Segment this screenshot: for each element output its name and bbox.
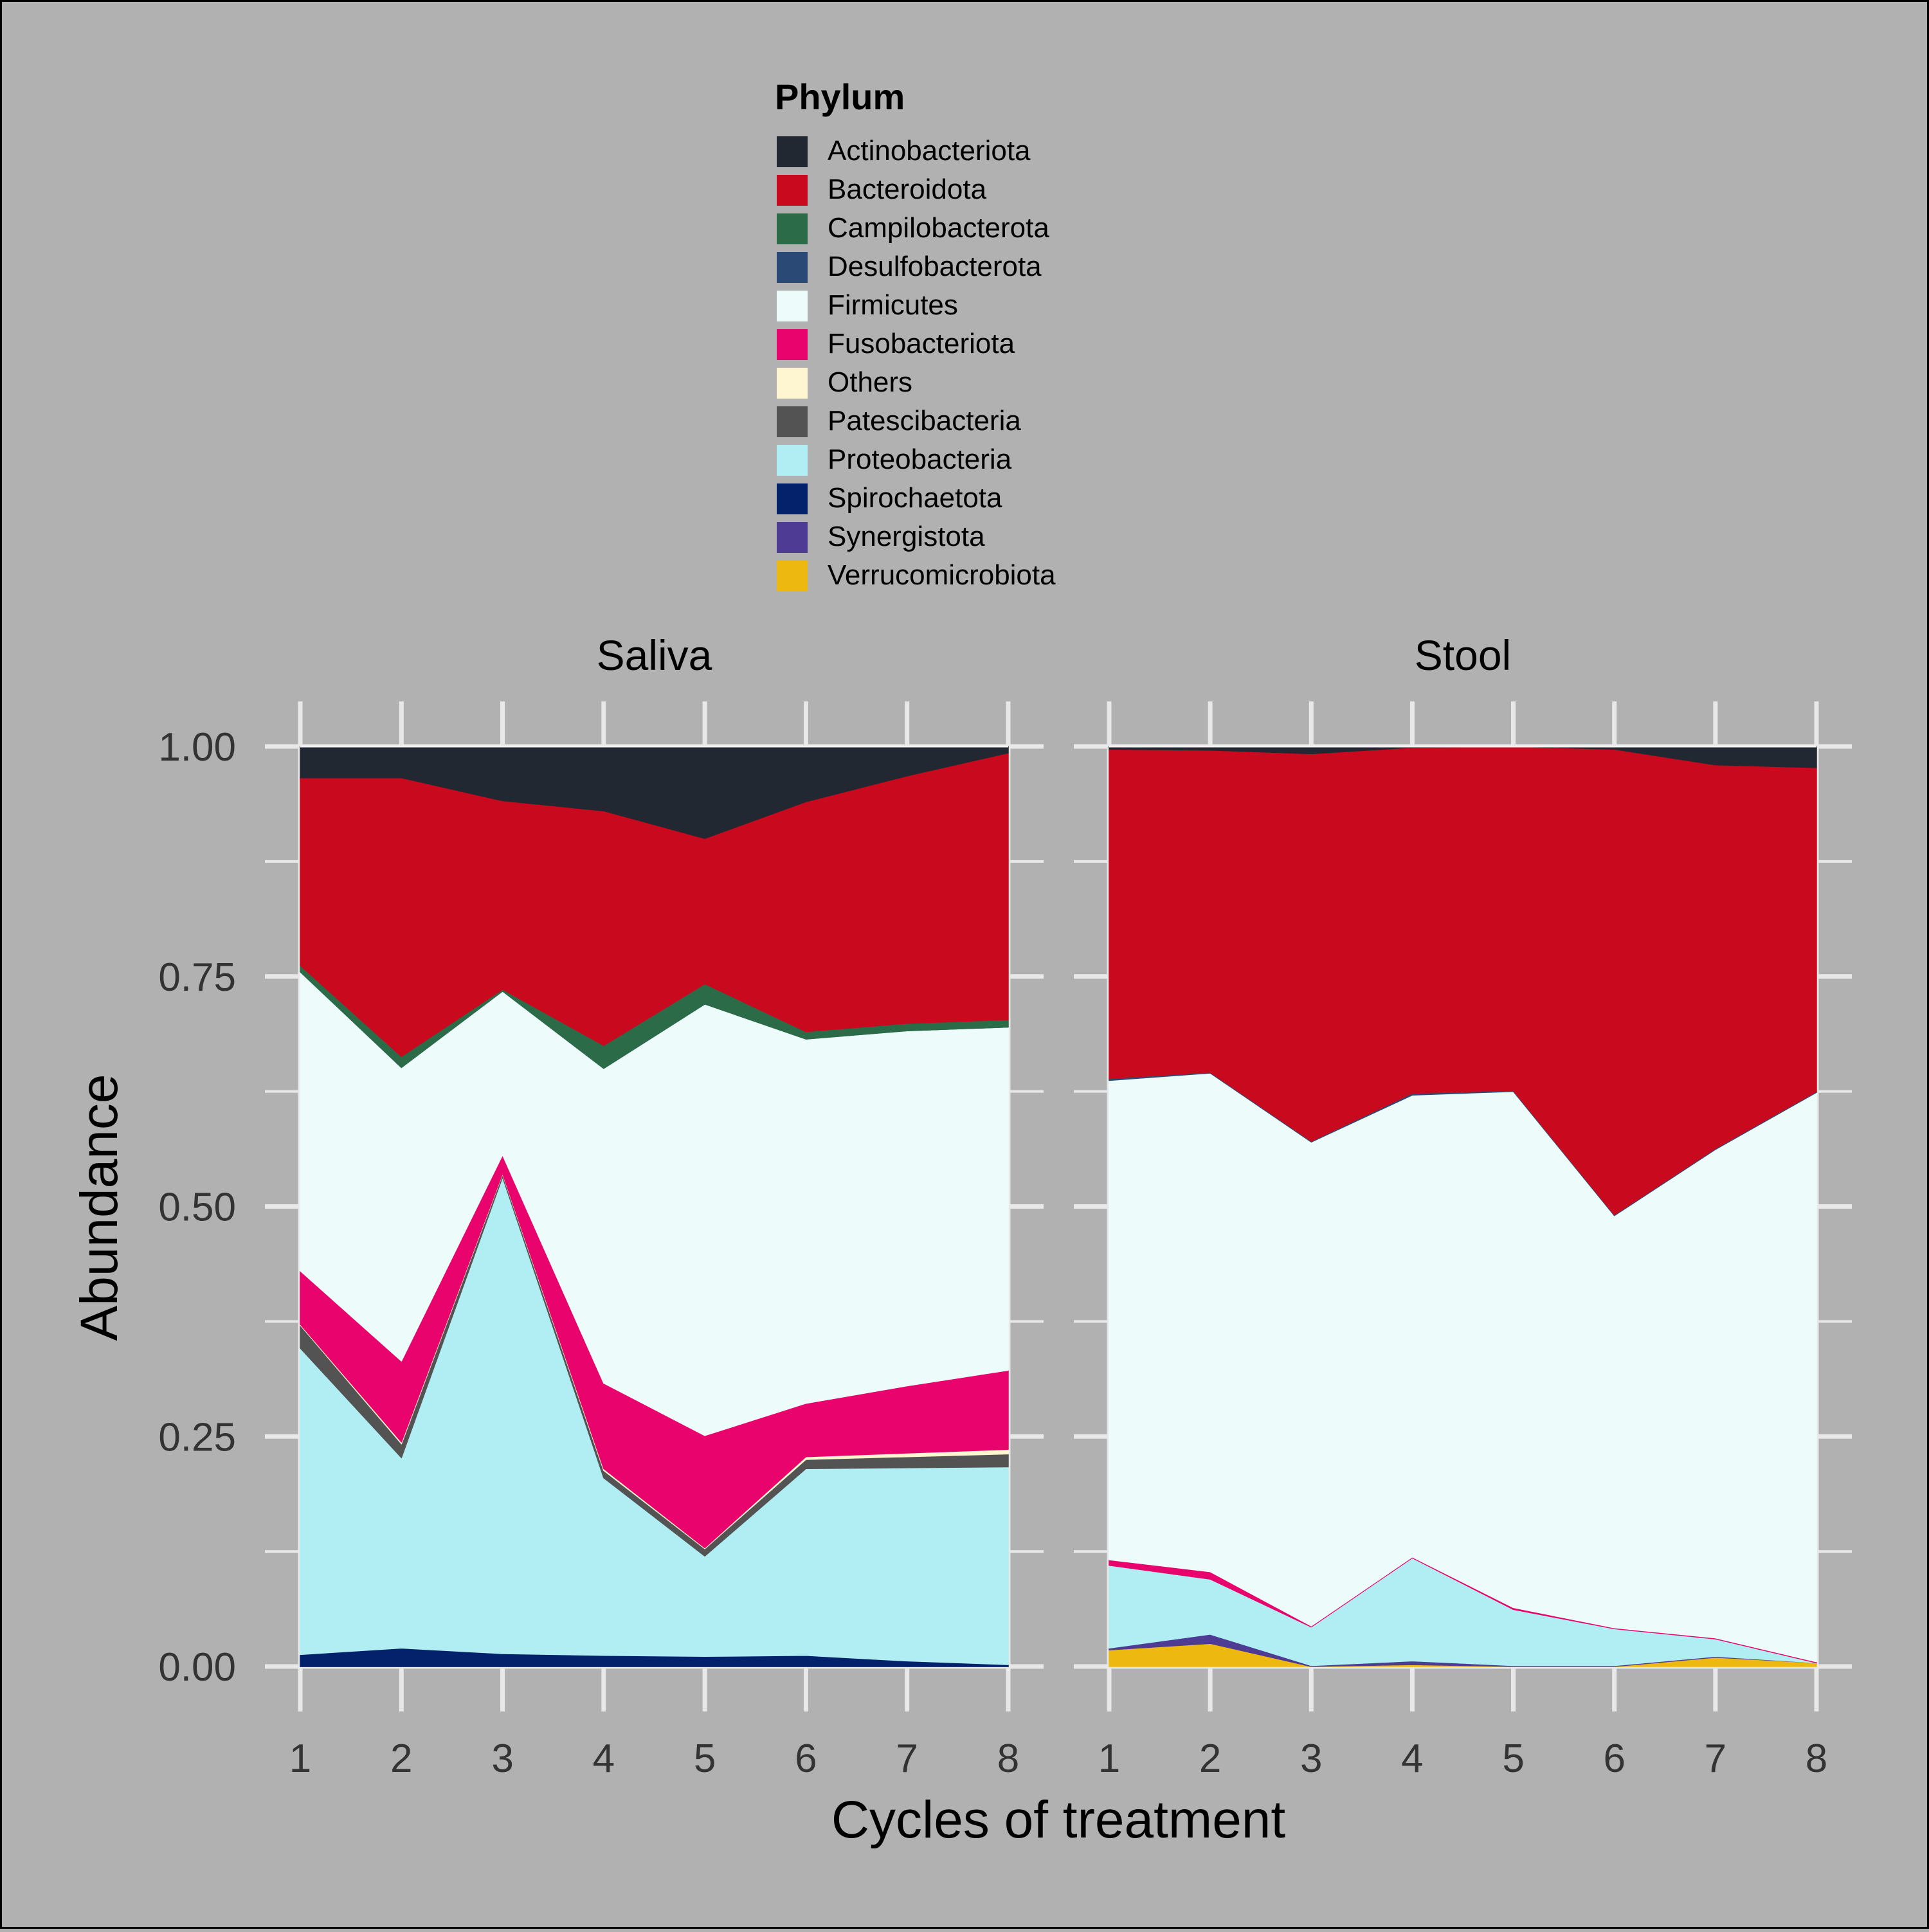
- x-tick-label: 6: [795, 1737, 817, 1781]
- x-tick-label: 1: [1098, 1737, 1120, 1781]
- y-tick-label: 0.25: [158, 1415, 236, 1459]
- x-tick-label: 2: [1199, 1737, 1221, 1781]
- y-tick-label: 0.50: [158, 1186, 236, 1230]
- x-tick-label: 6: [1603, 1737, 1625, 1781]
- x-tick-label: 5: [1502, 1737, 1524, 1781]
- legend-swatch: [777, 483, 808, 514]
- legend-swatch: [777, 213, 808, 244]
- legend-swatch: [777, 329, 808, 360]
- legend-item: Bacteroidota: [777, 174, 987, 206]
- x-tick-label: 7: [1705, 1737, 1726, 1781]
- legend-swatch: [777, 136, 808, 167]
- legend-label: Spirochaetota: [828, 482, 1002, 514]
- legend-item: Patescibacteria: [777, 405, 1021, 437]
- legend-label: Proteobacteria: [828, 444, 1012, 475]
- legend-swatch: [777, 561, 808, 591]
- legend-item: Fusobacteriota: [777, 328, 1015, 360]
- facet-panels: Saliva 1 2 3 4 5 6 7 8 0.00 0.25 0.50 0.75 1.00 Stool 1…: [158, 631, 1852, 1781]
- legend-label: Synergistota: [828, 521, 985, 552]
- area-series: [1109, 746, 1817, 1667]
- legend-swatch: [777, 445, 808, 476]
- x-tick-label: 7: [896, 1737, 918, 1781]
- legend-swatch: [777, 406, 808, 437]
- legend-item: Verrucomicrobiota: [777, 559, 1056, 591]
- x-tick-label: 8: [997, 1737, 1019, 1781]
- x-axis-label: Cycles of treatment: [831, 1791, 1286, 1849]
- legend-label: Verrucomicrobiota: [828, 559, 1056, 591]
- legend-title: Phylum: [775, 77, 905, 117]
- legend-item: Actinobacteriota: [777, 135, 1031, 167]
- area-series: [300, 746, 1009, 1667]
- x-tick-label: 5: [694, 1737, 716, 1781]
- x-tick-label: 2: [390, 1737, 412, 1781]
- legend-label: Actinobacteriota: [828, 135, 1031, 167]
- legend-item: Proteobacteria: [777, 444, 1012, 476]
- x-tick-label: 4: [593, 1737, 615, 1781]
- y-tick-label: 0.00: [158, 1645, 236, 1690]
- legend-swatch: [777, 522, 808, 553]
- legend-swatch: [777, 291, 808, 321]
- legend-label: Others: [828, 366, 912, 398]
- legend: Phylum Actinobacteriota Bacteroidota Campi…: [775, 77, 1056, 591]
- legend-item: Others: [777, 366, 912, 399]
- x-tick-label: 8: [1806, 1737, 1827, 1781]
- legend-item: Spirochaetota: [777, 482, 1002, 514]
- legend-label: Bacteroidota: [828, 174, 987, 205]
- y-tick-label: 1.00: [158, 725, 236, 770]
- legend-label: Desulfobacterota: [828, 251, 1042, 282]
- y-axis-label: Abundance: [70, 1074, 129, 1341]
- legend-item: Firmicutes: [777, 289, 958, 321]
- legend-label: Patescibacteria: [828, 405, 1021, 437]
- legend-label: Fusobacteriota: [828, 328, 1015, 359]
- legend-item: Campilobacterota: [777, 212, 1049, 244]
- y-tick-label: 0.75: [158, 955, 236, 1000]
- legend-swatch: [777, 368, 808, 399]
- legend-item: Synergistota: [777, 521, 985, 553]
- legend-entries: Actinobacteriota Bacteroidota Campilobacte…: [777, 135, 1056, 591]
- legend-swatch: [777, 252, 808, 283]
- legend-swatch: [777, 175, 808, 206]
- legend-label: Firmicutes: [828, 289, 958, 321]
- x-tick-label: 4: [1401, 1737, 1423, 1781]
- facet-title: Saliva: [597, 631, 712, 679]
- x-tick-label: 3: [1300, 1737, 1322, 1781]
- facet-panel-saliva: Saliva 1 2 3 4 5 6 7 8 0.00 0.25 0.50 0.75 1.00: [158, 631, 1044, 1781]
- facet-panel-stool: Stool 1 2 3 4 5 6 7 8: [1074, 631, 1852, 1781]
- x-tick-label: 1: [289, 1737, 311, 1781]
- area-firmicutes: [1109, 1072, 1817, 1663]
- legend-item: Desulfobacterota: [777, 251, 1042, 283]
- x-tick-label: 3: [491, 1737, 513, 1781]
- facet-title: Stool: [1415, 631, 1511, 679]
- legend-label: Campilobacterota: [828, 212, 1049, 244]
